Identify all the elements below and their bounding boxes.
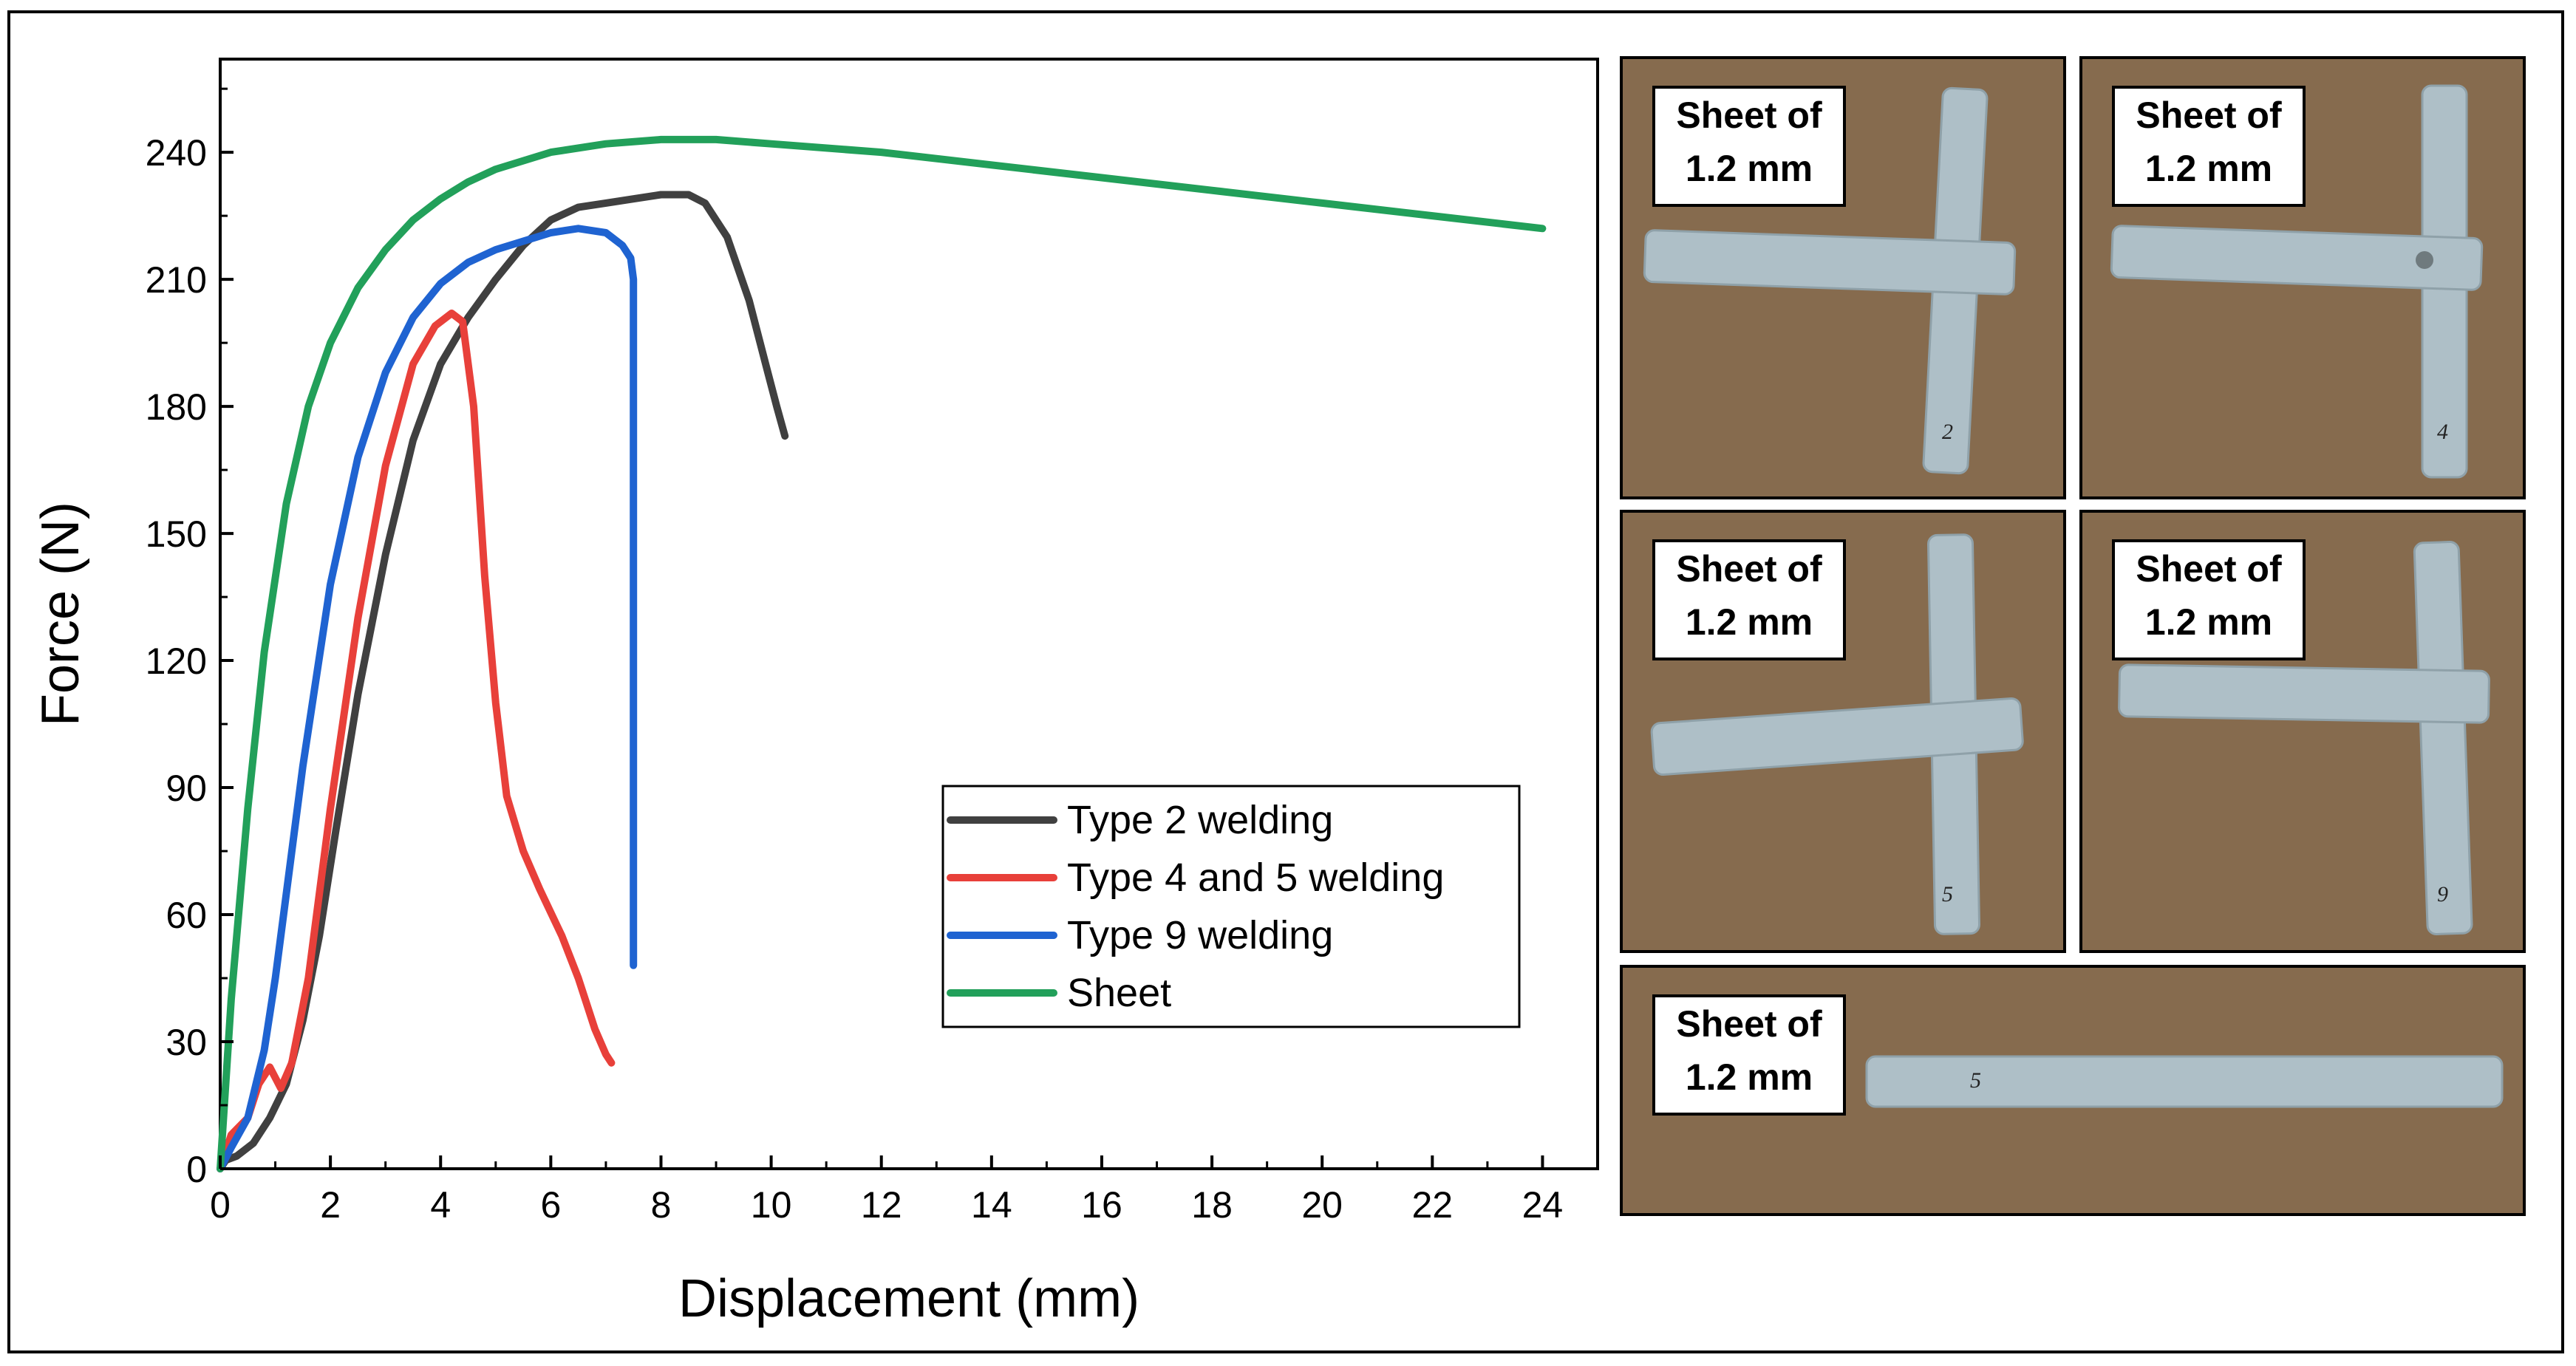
series-line-3 <box>217 135 1547 1172</box>
x-tick-label: 6 <box>540 1184 561 1226</box>
label-line-1: Sheet of <box>1676 1003 1822 1045</box>
specimen-photo-sheet: Sheet of 1.2 mm 5 <box>1620 965 2526 1216</box>
legend-label-3: Sheet <box>1067 971 1171 1015</box>
label-line-2: 1.2 mm <box>2144 601 2273 643</box>
y-tick-label: 210 <box>146 259 207 301</box>
legend-label-0: Type 2 welding <box>1067 798 1333 842</box>
label-line-2: 1.2 mm <box>2144 148 2273 189</box>
x-tick-label: 14 <box>971 1184 1012 1226</box>
label-line-2: 1.2 mm <box>1685 148 1813 189</box>
x-tick-label: 2 <box>320 1184 341 1226</box>
axis-ticks: 0 2 4 6 8 10 12 14 16 18 20 22 240306090120150180210… <box>146 87 1564 1226</box>
series-line-0 <box>217 191 789 1172</box>
series-group <box>217 135 1547 1172</box>
label-line-2: 1.2 mm <box>1685 1056 1813 1098</box>
x-tick-label: 10 <box>751 1184 792 1226</box>
y-tick-label: 0 <box>186 1149 207 1190</box>
specimen-marker: 2 <box>1942 420 1953 444</box>
specimen-marker: 4 <box>2437 420 2448 444</box>
series-line-1 <box>217 310 616 1172</box>
specimen-label: Sheet of 1.2 mm <box>1652 994 1846 1116</box>
legend: Type 2 welding Type 4 and 5 welding Type 9… <box>941 785 1521 1028</box>
specimen-photo-type-4: Sheet of 1.2 mm 4 <box>2079 56 2526 499</box>
specimen-label: Sheet of 1.2 mm <box>1652 539 1846 660</box>
x-tick-label: 12 <box>861 1184 902 1226</box>
specimen-label: Sheet of 1.2 mm <box>2112 539 2306 660</box>
x-axis-label: Displacement (mm) <box>678 1269 1139 1328</box>
x-tick-label: 0 <box>210 1184 231 1226</box>
x-tick-label: 24 <box>1522 1184 1564 1226</box>
x-tick-label: 20 <box>1301 1184 1343 1226</box>
force-displacement-chart: 0 2 4 6 8 10 12 14 16 18 20 22 240306090120150180210… <box>31 58 1599 1328</box>
specimen-label: Sheet of 1.2 mm <box>1652 86 1846 207</box>
specimen-label: Sheet of 1.2 mm <box>2112 86 2306 207</box>
specimen-marker: 9 <box>2437 882 2448 906</box>
x-tick-label: 8 <box>651 1184 672 1226</box>
legend-label-1: Type 4 and 5 welding <box>1067 856 1444 900</box>
series-line-2 <box>217 225 638 1172</box>
specimen-photo-type-9: Sheet of 1.2 mm 9 <box>2079 510 2526 953</box>
y-tick-label: 90 <box>166 768 207 809</box>
label-line-1: Sheet of <box>2136 548 2282 590</box>
label-line-1: Sheet of <box>1676 95 1822 136</box>
x-tick-label: 16 <box>1081 1184 1122 1226</box>
y-tick-label: 150 <box>146 513 207 555</box>
y-tick-label: 120 <box>146 641 207 682</box>
figure-frame <box>7 10 2564 1353</box>
y-tick-label: 60 <box>166 895 207 936</box>
label-line-2: 1.2 mm <box>1685 601 1813 643</box>
specimen-photo-type-5: Sheet of 1.2 mm 5 <box>1620 510 2066 953</box>
label-line-1: Sheet of <box>2136 95 2282 136</box>
x-tick-label: 4 <box>430 1184 451 1226</box>
plot-area <box>219 58 1599 1170</box>
y-tick-label: 240 <box>146 132 207 174</box>
specimen-photo-type-2: Sheet of 1.2 mm 2 <box>1620 56 2066 499</box>
y-tick-label: 180 <box>146 386 207 428</box>
legend-box <box>941 785 1521 1028</box>
specimen-marker: 5 <box>1942 882 1953 906</box>
specimen-marker: 5 <box>1970 1068 1981 1093</box>
legend-label-2: Type 9 welding <box>1067 913 1333 957</box>
x-tick-label: 18 <box>1191 1184 1233 1226</box>
x-tick-label: 22 <box>1412 1184 1454 1226</box>
y-tick-label: 30 <box>166 1022 207 1063</box>
y-axis-label: Force (N) <box>31 502 90 726</box>
label-line-1: Sheet of <box>1676 548 1822 590</box>
